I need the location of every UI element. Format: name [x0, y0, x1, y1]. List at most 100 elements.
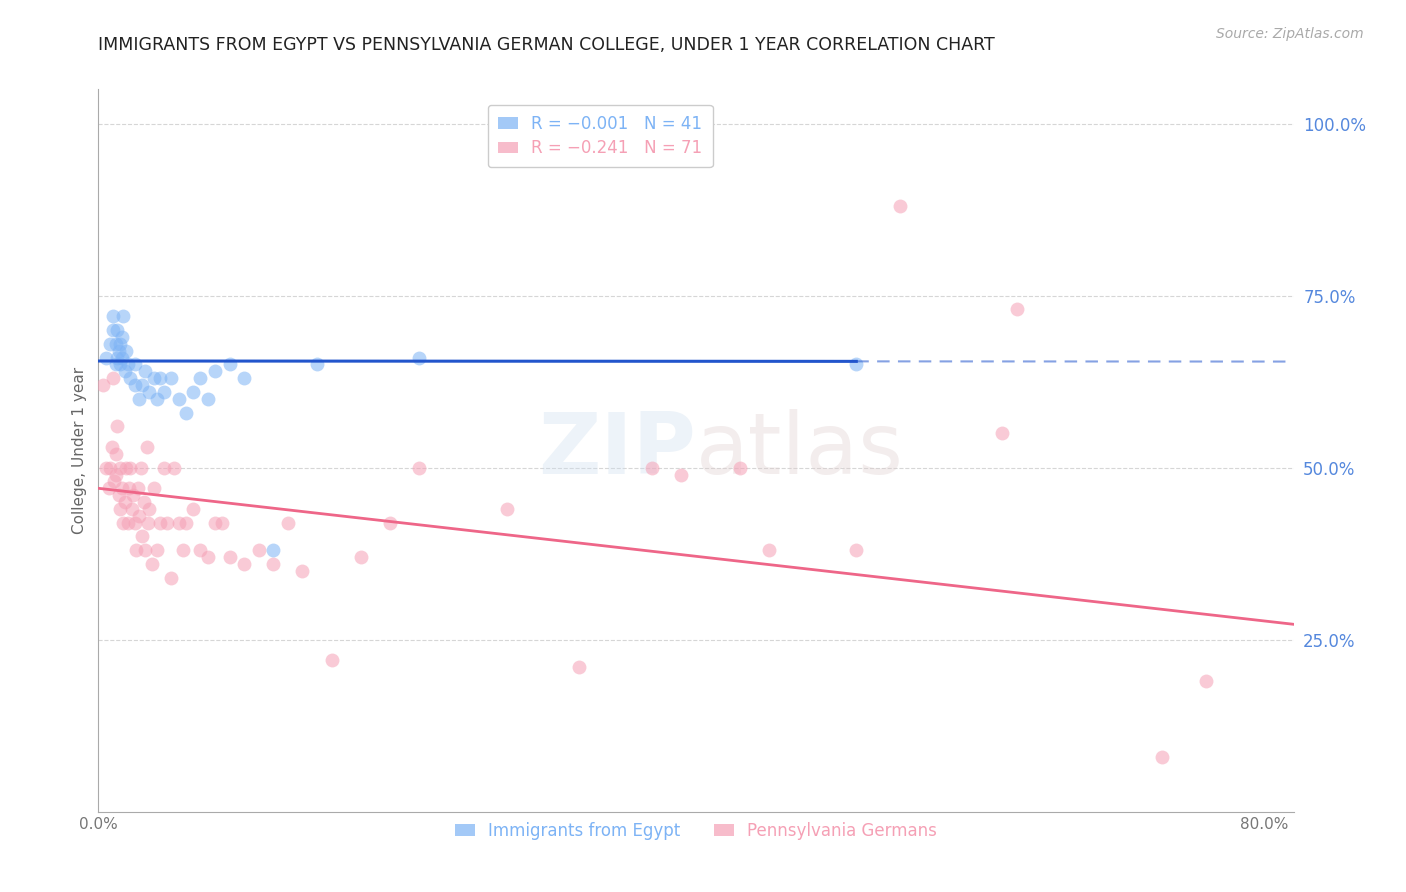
- Point: [112, 516, 135, 530]
- Point: [104, 358, 127, 372]
- Point: [129, 460, 152, 475]
- Point: [94, 351, 117, 365]
- Point: [277, 516, 299, 530]
- Point: [145, 543, 167, 558]
- Point: [114, 364, 136, 378]
- Point: [124, 516, 146, 530]
- Point: [197, 392, 219, 406]
- Point: [111, 481, 134, 495]
- Point: [135, 440, 157, 454]
- Point: [142, 371, 165, 385]
- Point: [145, 392, 167, 406]
- Point: [105, 351, 128, 365]
- Point: [104, 447, 127, 461]
- Point: [104, 467, 127, 482]
- Point: [98, 336, 121, 351]
- Point: [190, 543, 212, 558]
- Point: [889, 199, 911, 213]
- Point: [98, 460, 121, 475]
- Point: [100, 440, 122, 454]
- Point: [247, 543, 270, 558]
- Point: [845, 358, 868, 372]
- Point: [108, 488, 131, 502]
- Point: [136, 516, 159, 530]
- Point: [160, 571, 183, 585]
- Point: [131, 378, 153, 392]
- Point: [104, 336, 127, 351]
- Point: [105, 323, 128, 337]
- Point: [233, 371, 256, 385]
- Point: [305, 358, 328, 372]
- Point: [101, 310, 124, 324]
- Point: [132, 495, 155, 509]
- Point: [110, 336, 132, 351]
- Point: [125, 543, 148, 558]
- Point: [190, 371, 212, 385]
- Point: [218, 550, 240, 565]
- Point: [114, 495, 136, 509]
- Point: [121, 502, 143, 516]
- Point: [138, 502, 160, 516]
- Point: [174, 406, 197, 420]
- Point: [167, 516, 190, 530]
- Point: [101, 323, 124, 337]
- Point: [138, 384, 160, 399]
- Point: [128, 392, 150, 406]
- Point: [1195, 673, 1218, 688]
- Point: [156, 516, 179, 530]
- Point: [991, 426, 1014, 441]
- Point: [128, 508, 150, 523]
- Text: atlas: atlas: [696, 409, 904, 492]
- Point: [134, 364, 156, 378]
- Point: [103, 475, 125, 489]
- Point: [120, 460, 142, 475]
- Point: [110, 502, 132, 516]
- Point: [153, 384, 176, 399]
- Point: [211, 516, 233, 530]
- Point: [131, 529, 153, 543]
- Point: [568, 660, 591, 674]
- Point: [408, 460, 430, 475]
- Point: [127, 481, 149, 495]
- Point: [204, 364, 226, 378]
- Point: [163, 460, 186, 475]
- Point: [641, 460, 664, 475]
- Point: [111, 351, 134, 365]
- Point: [142, 481, 165, 495]
- Point: [218, 358, 240, 372]
- Point: [115, 460, 138, 475]
- Text: Source: ZipAtlas.com: Source: ZipAtlas.com: [1216, 27, 1364, 41]
- Point: [141, 557, 163, 571]
- Point: [1005, 302, 1028, 317]
- Point: [495, 502, 517, 516]
- Point: [172, 543, 194, 558]
- Text: ZIP: ZIP: [538, 409, 696, 492]
- Point: [845, 543, 868, 558]
- Point: [122, 488, 145, 502]
- Point: [110, 358, 132, 372]
- Point: [124, 358, 146, 372]
- Point: [262, 543, 284, 558]
- Point: [728, 460, 751, 475]
- Point: [167, 392, 190, 406]
- Point: [97, 481, 120, 495]
- Point: [262, 557, 284, 571]
- Point: [105, 419, 128, 434]
- Point: [94, 460, 117, 475]
- Point: [101, 371, 124, 385]
- Point: [181, 502, 204, 516]
- Point: [408, 351, 430, 365]
- Point: [108, 343, 131, 358]
- Point: [758, 543, 780, 558]
- Point: [378, 516, 401, 530]
- Point: [321, 653, 343, 667]
- Point: [174, 516, 197, 530]
- Point: [204, 516, 226, 530]
- Point: [118, 481, 141, 495]
- Point: [112, 310, 135, 324]
- Point: [160, 371, 183, 385]
- Point: [233, 557, 256, 571]
- Point: [115, 343, 138, 358]
- Text: IMMIGRANTS FROM EGYPT VS PENNSYLVANIA GERMAN COLLEGE, UNDER 1 YEAR CORRELATION C: IMMIGRANTS FROM EGYPT VS PENNSYLVANIA GE…: [98, 36, 995, 54]
- Point: [110, 460, 132, 475]
